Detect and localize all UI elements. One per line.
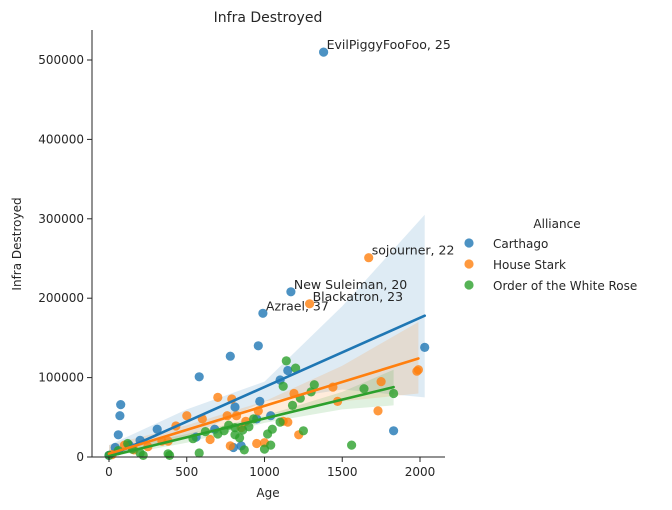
point-house-stark [182, 411, 192, 421]
point-order-of-the-white-rose [291, 363, 301, 373]
y-tick-label: 300000 [38, 212, 84, 226]
annotation-label: sojourner, 22 [372, 243, 455, 258]
point-house-stark [376, 377, 386, 387]
chart-title: Infra Destroyed [214, 10, 323, 26]
x-tick-label: 0 [105, 465, 113, 479]
point-carthago [319, 47, 329, 57]
point-order-of-the-white-rose [266, 440, 276, 450]
x-axis-ticks: 0 500 1000 1500 2000 [105, 457, 435, 479]
regression-line-house-stark [107, 357, 420, 456]
x-tick-label: 1000 [249, 465, 280, 479]
legend-label-house-stark: House Stark [493, 258, 566, 272]
point-carthago [286, 287, 296, 297]
point-carthago [230, 402, 240, 412]
point-carthago [253, 341, 263, 351]
point-carthago [420, 342, 430, 352]
point-order-of-the-white-rose [267, 424, 277, 434]
regression-line-carthago [107, 314, 427, 458]
legend-label-carthago: Carthago [493, 237, 548, 251]
point-order-of-the-white-rose [244, 422, 254, 432]
point-carthago [152, 424, 162, 434]
point-annotations: EvilPiggyFooFoo, 25 sojourner, 22 New Sule… [266, 37, 455, 313]
point-order-of-the-white-rose [235, 433, 245, 443]
legend-title: Alliance [533, 217, 580, 231]
point-order-of-the-white-rose [275, 417, 285, 427]
point-carthago [194, 372, 204, 382]
plot-area: EvilPiggyFooFoo, 25 sojourner, 22 New Sule… [104, 37, 454, 460]
y-tick-label: 400000 [38, 132, 84, 146]
point-order-of-the-white-rose [287, 400, 298, 410]
point-house-stark [225, 441, 235, 451]
point-house-stark [205, 434, 215, 445]
regression-lines [107, 314, 427, 458]
point-carthago [283, 365, 293, 376]
annotation-label: Blackatron, 23 [313, 289, 403, 304]
point-house-stark [213, 392, 223, 402]
x-axis-label: Age [256, 486, 279, 500]
point-order-of-the-white-rose [359, 384, 369, 394]
annotation-label: New Suleiman, 20 [294, 277, 407, 292]
confidence-band-carthago [109, 214, 425, 457]
y-tick-label: 500000 [38, 53, 84, 67]
point-order-of-the-white-rose [239, 445, 249, 455]
legend-marker-order-of-the-white-rose [464, 280, 474, 290]
point-order-of-the-white-rose [138, 450, 148, 460]
legend-marker-carthago [464, 238, 474, 248]
point-house-stark [413, 365, 423, 375]
point-carthago [113, 430, 123, 440]
point-house-stark [373, 406, 383, 416]
point-order-of-the-white-rose [278, 381, 288, 391]
y-axis-label: Infra Destroyed [10, 197, 24, 290]
y-tick-label: 0 [76, 450, 84, 464]
point-carthago [389, 426, 399, 436]
x-tick-label: 1500 [327, 465, 358, 479]
point-carthago [116, 400, 126, 410]
point-house-stark [283, 417, 293, 427]
y-axis-ticks: 0 100000 200000 300000 400000 500000 [38, 53, 92, 464]
point-house-stark [252, 438, 262, 449]
point-house-stark [305, 299, 315, 309]
point-order-of-the-white-rose [389, 388, 399, 399]
point-carthago [255, 396, 265, 406]
point-order-of-the-white-rose [298, 426, 308, 436]
point-carthago [115, 411, 125, 421]
annotation-label: EvilPiggyFooFoo, 25 [327, 37, 451, 52]
legend-label-order-of-the-white-rose: Order of the White Rose [493, 279, 637, 293]
annotation-label: Azrael, 37 [266, 298, 329, 313]
point-order-of-the-white-rose [281, 356, 291, 366]
legend-marker-house-stark [464, 259, 474, 269]
point-house-stark [364, 253, 374, 263]
legend: Alliance Carthago House Stark Order of the… [464, 217, 637, 293]
y-tick-label: 200000 [38, 291, 84, 305]
point-carthago [258, 308, 268, 318]
x-tick-label: 500 [175, 465, 198, 479]
point-order-of-the-white-rose [309, 380, 319, 390]
point-order-of-the-white-rose [347, 440, 357, 450]
point-order-of-the-white-rose [165, 450, 175, 460]
regression-line-order-of-the-white-rose [107, 385, 395, 458]
y-tick-label: 100000 [38, 371, 84, 385]
point-order-of-the-white-rose [194, 448, 204, 458]
point-carthago [225, 351, 235, 361]
x-tick-label: 2000 [405, 465, 436, 479]
